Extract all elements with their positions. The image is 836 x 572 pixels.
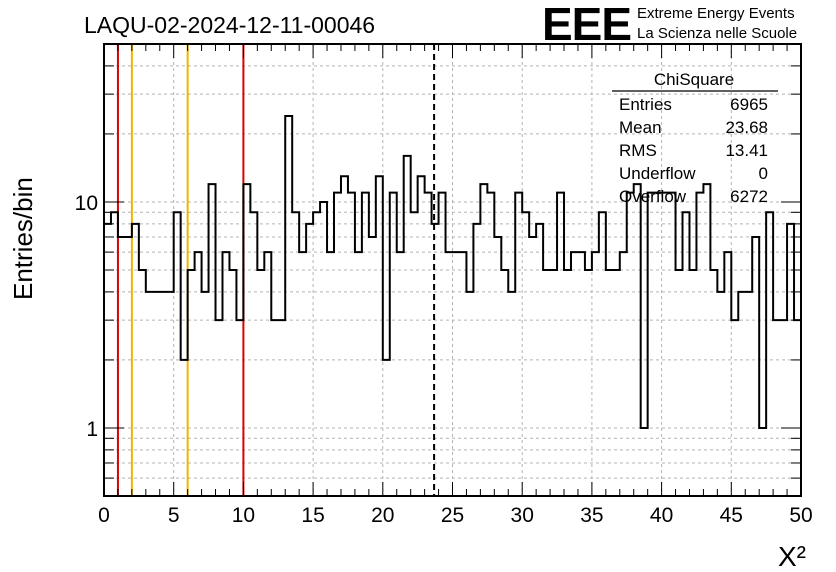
stats-row-value: 6965	[730, 95, 768, 114]
stats-row-label: RMS	[619, 141, 657, 160]
x-axis-title: X²	[778, 541, 806, 572]
chart-title: LAQU-02-2024-12-11-00046	[84, 12, 375, 38]
eee-logo-text: EEE	[542, 0, 631, 50]
y-tick-label: 10	[75, 192, 98, 215]
x-tick-label: 5	[168, 504, 180, 527]
x-tick-label: 45	[720, 504, 743, 527]
x-tick-label: 40	[650, 504, 673, 527]
axis-ticks: 0 5 10 15 20 25 30 35 40 45 50 1 10	[75, 43, 813, 527]
stats-row-label: Mean	[619, 118, 662, 137]
stats-row-value: 6272	[730, 187, 768, 206]
x-tick-label: 20	[371, 504, 394, 527]
x-tick-label: 35	[580, 504, 603, 527]
stats-box-title: ChiSquare	[654, 70, 734, 89]
stats-box: ChiSquare Entries 6965 Mean 23.68 RMS 13.41 Un…	[612, 70, 778, 206]
x-tick-label: 0	[98, 504, 110, 527]
y-axis-title: Entries/bin	[8, 177, 38, 300]
stats-row-label: Underflow	[619, 164, 696, 183]
grid-lines	[104, 44, 801, 496]
x-tick-label: 15	[301, 504, 324, 527]
stats-row-value: 0	[759, 164, 768, 183]
eee-logo: EEE Extreme Energy Events La Scienza nel…	[542, 0, 797, 50]
stats-row-value: 23.68	[725, 118, 768, 137]
x-tick-label: 50	[789, 504, 812, 527]
x-tick-label: 30	[511, 504, 534, 527]
stats-row-label: Entries	[619, 95, 672, 114]
y-tick-label: 1	[86, 418, 98, 441]
stats-row-value: 13.41	[725, 141, 768, 160]
org-name-line2: La Scienza nelle Scuole	[637, 25, 797, 42]
x-tick-label: 25	[441, 504, 464, 527]
stats-row-label: Overflow	[619, 187, 687, 206]
x-tick-label: 10	[232, 504, 255, 527]
org-name-line1: Extreme Energy Events	[637, 5, 795, 22]
histogram-line	[104, 115, 801, 429]
